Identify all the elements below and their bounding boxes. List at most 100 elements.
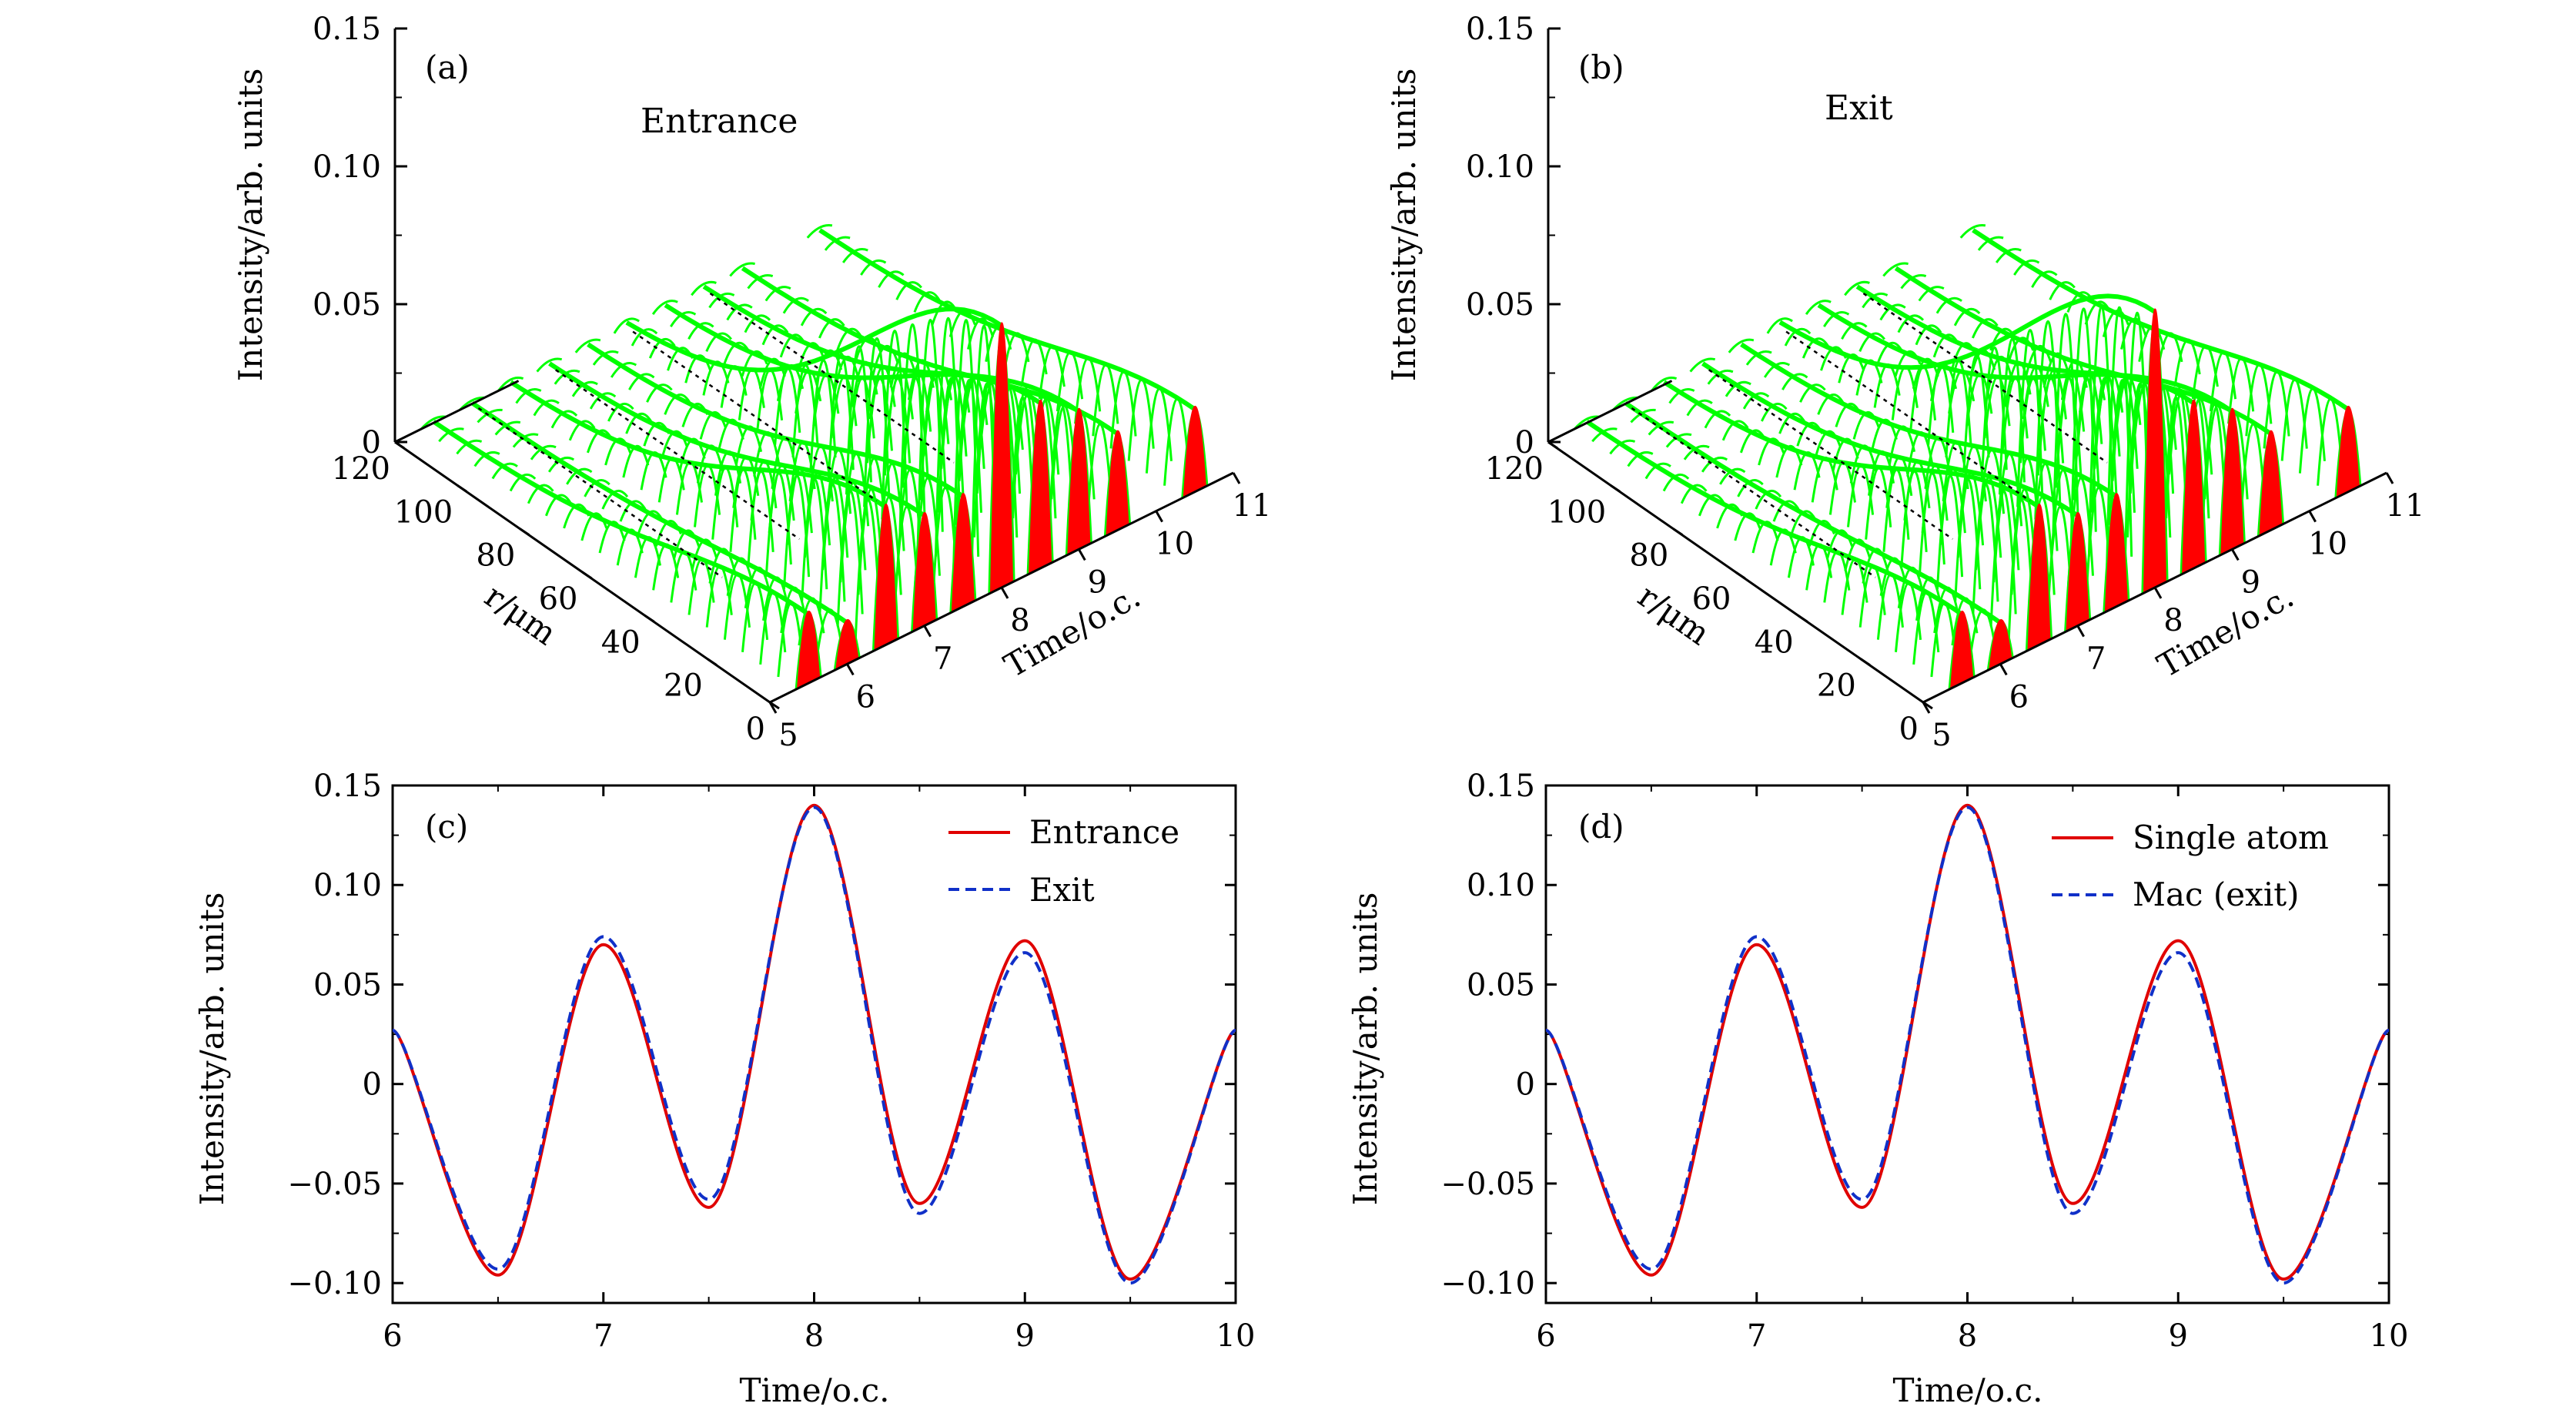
panel-b-t-tick <box>2308 510 2317 523</box>
panel-d-xtick-label: 7 <box>1747 1318 1766 1354</box>
panel-c-legend-exit: Exit <box>1029 871 1095 909</box>
panel-a-t-tick <box>846 663 855 676</box>
panel-d-ytick-label: 0 <box>1516 1067 1535 1103</box>
panel-b-r-tick-label: 0 <box>1899 712 1919 747</box>
panel-a-back-edge <box>394 380 520 444</box>
panel-a-z-tick-label: 0.15 <box>313 12 381 47</box>
panel-b-r-tick <box>1860 658 1871 666</box>
panel-a-z-tick-label: 0 <box>362 425 381 461</box>
panel-b-r-tick <box>1547 440 1558 450</box>
panel-a-r-tick <box>644 615 655 623</box>
panel-b-t-tick <box>2153 587 2163 599</box>
panel-a-mesh-line <box>536 357 563 373</box>
panel-a-mesh-line <box>756 368 784 433</box>
panel-a-peak-t7_5 <box>951 493 975 614</box>
panel-b-peak-t8_5 <box>2182 399 2206 575</box>
panel-d-legend-single-atom: Single atom <box>2133 819 2329 856</box>
panel-b-z-tick-label: 0.15 <box>1466 12 1534 47</box>
panel-c-xtick-label: 7 <box>594 1318 613 1354</box>
panel-c-xtick-label: 9 <box>1015 1318 1035 1354</box>
panel-c-xlabel: Time/o.c. <box>739 1371 889 1409</box>
panel-b-peak-t10_5 <box>2336 405 2360 499</box>
panel-a-mesh-line <box>574 338 601 353</box>
panel-a-zero-line <box>555 369 801 541</box>
panel-b-mesh-ridge <box>1894 266 2273 436</box>
panel-c-label: (c) <box>425 808 468 846</box>
panel-d-ytick-label: 0.15 <box>1467 769 1535 804</box>
panel-d-legend: Single atom Mac (exit) <box>2052 819 2329 913</box>
panel-d-ytick-label: −0.10 <box>1440 1266 1535 1301</box>
panel-a-mesh-line <box>691 280 717 296</box>
panel-a-r-tick <box>581 571 593 580</box>
panel-d-xlabel: Time/o.c. <box>1892 1371 2042 1409</box>
panel-a-t-tick-label: 8 <box>1010 603 1029 638</box>
panel-a-mesh-line <box>651 300 678 315</box>
panel-b-back-edge <box>1547 380 1673 444</box>
panel-b-peak-t9_5 <box>2259 430 2283 538</box>
panel-a-peak-t8 <box>989 322 1014 594</box>
panel-a-mesh <box>420 223 1209 690</box>
panel-a-r-tick-label: 80 <box>476 538 515 574</box>
panel-b-zero-line <box>1785 330 2031 502</box>
panel-b-z-tick-label: 0 <box>1515 425 1534 461</box>
panel-a-r-tick-label: 100 <box>394 494 453 530</box>
panel-d-ytick-label: −0.05 <box>1440 1167 1535 1202</box>
panel-b-t-tick-label: 10 <box>2308 527 2347 562</box>
panel-d-plot: 6 7 8 9 10 −0.10 −0.05 0 0.05 0.10 0.15 <box>1440 769 2408 1354</box>
panel-b-mesh-ridge <box>1778 293 2156 370</box>
panel-a-r-tick <box>707 658 718 666</box>
panel-c-ytick-label: 0.05 <box>313 967 382 1003</box>
panel-d-line-chart: 6 7 8 9 10 −0.10 −0.05 0 0.05 0.10 0.15 (d) Time/o… <box>1347 769 2408 1409</box>
panel-a-mesh-ridge <box>818 228 1196 411</box>
panel-a-annotation: Entrance <box>641 102 798 141</box>
panel-b-r-tick <box>1672 527 1684 536</box>
panel-a-t-tick <box>923 625 932 638</box>
panel-a-zero-line <box>709 292 955 464</box>
panel-c-ytick-label: −0.05 <box>287 1167 382 1202</box>
panel-b-peaks <box>1949 308 2360 690</box>
panel-a-r-tick <box>457 484 467 493</box>
panel-a-t-tick <box>1232 472 1241 484</box>
panel-c-legend: Entrance Exit <box>948 813 1179 909</box>
panel-a-zero-line <box>477 407 723 578</box>
panel-d-series-mac-exit <box>1545 805 2390 1285</box>
panel-a-peak-t9_5 <box>1106 430 1129 538</box>
panel-c-xtick-label: 8 <box>805 1318 824 1354</box>
panel-b-z-tick-label: 0.10 <box>1466 149 1534 185</box>
panel-a-peak-t8_5 <box>1029 399 1052 575</box>
panel-b-r-tick-label: 20 <box>1817 668 1856 704</box>
panel-c-ylabel: Intensity/arb. units <box>193 893 231 1206</box>
panel-a-mesh-ridge <box>432 420 810 617</box>
panel-b-peak-t9 <box>2220 407 2244 556</box>
panel-a-t-tick <box>1000 587 1009 599</box>
panel-b-peak-t7 <box>2066 511 2089 633</box>
panel-b-zero-line <box>1708 369 1954 541</box>
panel-a-z-tick-label: 0.10 <box>313 149 381 185</box>
panel-a-t-tick-label: 6 <box>856 679 875 715</box>
panel-b-r-tick-label: 60 <box>1692 581 1731 617</box>
panel-b-r-tick <box>1797 615 1808 623</box>
panel-d-xtick-label: 8 <box>1958 1318 1977 1354</box>
panel-b-mesh-ridge <box>1855 284 2233 414</box>
panel-b-r-tick-label: 120 <box>1485 451 1544 487</box>
panel-b-t-tick <box>2231 548 2240 561</box>
panel-a-t-tick-label: 10 <box>1155 527 1194 562</box>
panel-b-t-tick <box>1922 702 1931 714</box>
panel-b-mesh-ridge <box>1701 361 2079 517</box>
panel-d-legend-mac-exit: Mac (exit) <box>2133 876 2300 913</box>
panel-c-xtick-label: 10 <box>1216 1318 1256 1354</box>
panel-b-mesh-line <box>1805 300 1832 315</box>
panel-d-xtick-label: 9 <box>2169 1318 2188 1354</box>
panel-b-r-tick-label: 80 <box>1629 538 1668 574</box>
panel-b-t-tick-label: 7 <box>2086 641 2106 677</box>
panel-b-mesh-ridge <box>1972 228 2350 411</box>
panel-a-t-tick <box>1155 510 1163 523</box>
panel-a-t-tick-label: 11 <box>1233 488 1272 524</box>
panel-a-r-tick-label: 0 <box>746 712 765 747</box>
panel-b-t-tick-label: 6 <box>2009 679 2029 715</box>
panel-a-mesh-ridge <box>509 380 888 510</box>
panel-b-t-tick <box>1999 663 2008 676</box>
panel-b-r-tick <box>1610 484 1621 493</box>
